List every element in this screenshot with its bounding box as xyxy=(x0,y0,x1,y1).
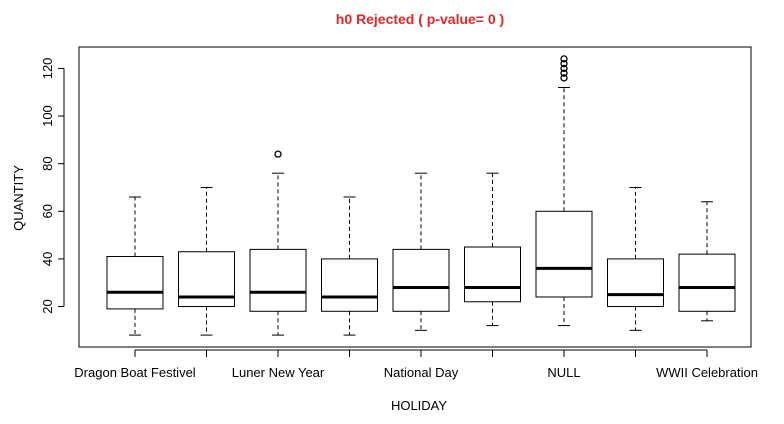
plot-frame xyxy=(78,46,752,348)
boxplot-series xyxy=(106,55,736,336)
y-tick-label: 40 xyxy=(40,252,55,266)
box-iqr xyxy=(678,253,736,312)
y-tick-label: 100 xyxy=(40,105,55,127)
box-iqr xyxy=(535,210,593,298)
x-tick-label: Dragon Boat Festivel xyxy=(74,365,196,380)
y-tick-label: 80 xyxy=(40,156,55,170)
x-tick-label: WWII Celebration xyxy=(656,365,758,380)
box-4 xyxy=(321,196,378,336)
box-2 xyxy=(178,186,235,336)
outlier-point xyxy=(560,69,568,77)
box-7 xyxy=(535,55,593,327)
box-6 xyxy=(464,172,521,327)
box-iqr xyxy=(464,246,521,303)
box-iqr xyxy=(607,258,664,308)
box-8 xyxy=(607,186,664,331)
x-axis: Dragon Boat Festivel Luner New Year Nation… xyxy=(74,349,758,380)
box-iqr xyxy=(392,248,450,312)
outlier-point xyxy=(560,60,568,68)
box-1 xyxy=(106,196,164,336)
box-5 xyxy=(392,172,450,331)
y-axis: 20 40 60 80 100 120 xyxy=(40,58,65,314)
box-iqr xyxy=(106,256,164,310)
x-axis-title: HOLIDAY xyxy=(391,398,447,413)
box-9 xyxy=(678,201,736,322)
outlier-point xyxy=(560,64,568,73)
chart-title: h0 Rejected ( p-value= 0 ) xyxy=(336,11,504,27)
y-tick-label: 120 xyxy=(40,58,55,80)
y-tick-label: 60 xyxy=(40,204,55,218)
x-tick-label: Luner New Year xyxy=(232,365,325,380)
box-3 xyxy=(249,150,307,336)
box-iqr xyxy=(321,258,378,312)
outlier-point xyxy=(560,55,568,63)
y-axis-title: QUANTITY xyxy=(11,165,26,231)
y-tick-label: 20 xyxy=(40,299,55,313)
outlier-point xyxy=(274,150,282,158)
box-iqr xyxy=(249,248,307,312)
x-tick-label: National Day xyxy=(384,365,459,380)
outlier-point xyxy=(560,74,568,82)
x-tick-label: NULL xyxy=(547,365,580,380)
